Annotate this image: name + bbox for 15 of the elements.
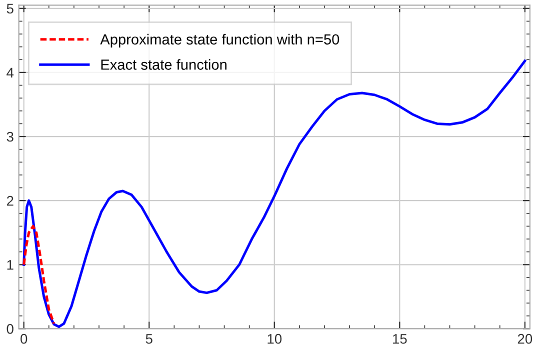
x-tick-label: 5	[146, 334, 152, 344]
y-tick-label: 2	[6, 196, 14, 206]
x-tick-label: 10	[268, 334, 282, 344]
y-tick-label: 3	[6, 132, 14, 142]
y-tick-label: 4	[6, 68, 14, 78]
x-tick-label: 20	[518, 334, 532, 344]
y-tick-label: 1	[7, 260, 14, 270]
legend-label: Approximate state function with n=50	[100, 34, 340, 48]
legend-label: Exact state function	[101, 59, 226, 70]
x-tick-label: 15	[392, 334, 407, 344]
y-tick-label: 5	[6, 4, 14, 14]
x-tick-label: 0	[20, 334, 28, 344]
line-series	[22, 60, 526, 328]
line-series	[22, 224, 56, 325]
y-tick-label: 0	[6, 324, 14, 334]
